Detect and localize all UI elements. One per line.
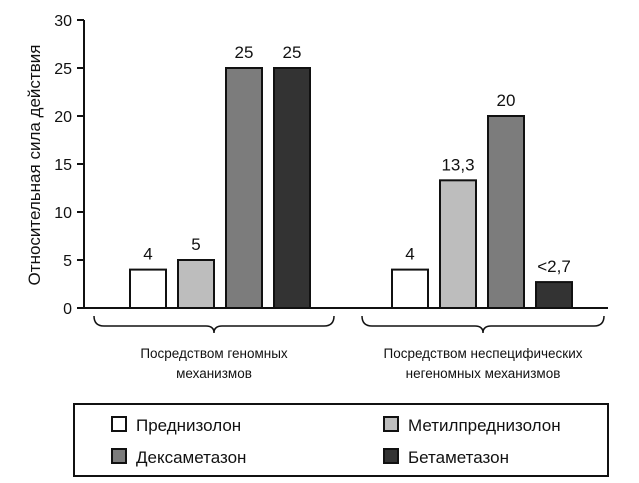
data-label: 20 — [497, 91, 516, 110]
y-tick-label: 15 — [54, 157, 72, 174]
legend-label: Дексаметазон — [136, 448, 246, 467]
y-axis-title: Относительная сила действия — [25, 45, 44, 286]
legend-label: Преднизолон — [136, 416, 241, 435]
y-tick-label: 0 — [63, 301, 72, 318]
legend-swatch — [383, 416, 399, 432]
data-label: 25 — [235, 43, 254, 62]
y-tick-label: 30 — [54, 13, 72, 30]
bar-1-group-1 — [129, 268, 167, 310]
legend: Преднизолон Метилпреднизолон Дексаметазон Б… — [73, 403, 609, 477]
legend-swatch — [111, 448, 127, 464]
bars: 4 4 5 13,3 25 20 25 <2,7 — [129, 43, 573, 310]
group-label: механизмов — [176, 366, 252, 381]
data-label: 4 — [405, 245, 414, 264]
legend-swatch — [383, 448, 399, 464]
legend-label: Бетаметазон — [408, 448, 509, 467]
group-label: Посредством неспецифических — [384, 346, 583, 361]
bar-3-group-2 — [487, 115, 525, 309]
bar-3-group-1 — [225, 67, 263, 309]
y-tick-label: 25 — [54, 61, 72, 78]
bar-2-group-1 — [177, 259, 215, 309]
data-label: 13,3 — [441, 155, 474, 174]
legend-swatch — [111, 416, 127, 432]
group-brace — [93, 315, 335, 334]
group-braces: Посредством геномных механизмов Посредство… — [93, 315, 605, 381]
data-label: 5 — [191, 235, 200, 254]
data-label: 4 — [143, 245, 152, 264]
data-label: <2,7 — [537, 257, 571, 276]
group-label: Посредством геномных — [140, 346, 288, 361]
y-tick-label: 5 — [63, 253, 72, 270]
y-tick-label: 20 — [54, 109, 72, 126]
bar-2-group-2 — [439, 179, 477, 310]
bar-4-group-2 — [535, 281, 573, 309]
bar-4-group-1 — [273, 67, 311, 309]
axes: 0 5 10 15 20 25 30 Относительная сила действия — [25, 13, 608, 318]
y-tick-label: 10 — [54, 205, 72, 222]
legend-box — [73, 403, 609, 477]
group-label: негеномных механизмов — [406, 366, 561, 381]
group-brace — [361, 315, 605, 334]
data-label: 25 — [283, 43, 302, 62]
bar-1-group-2 — [391, 268, 429, 310]
legend-label: Метилпреднизолон — [408, 416, 561, 435]
